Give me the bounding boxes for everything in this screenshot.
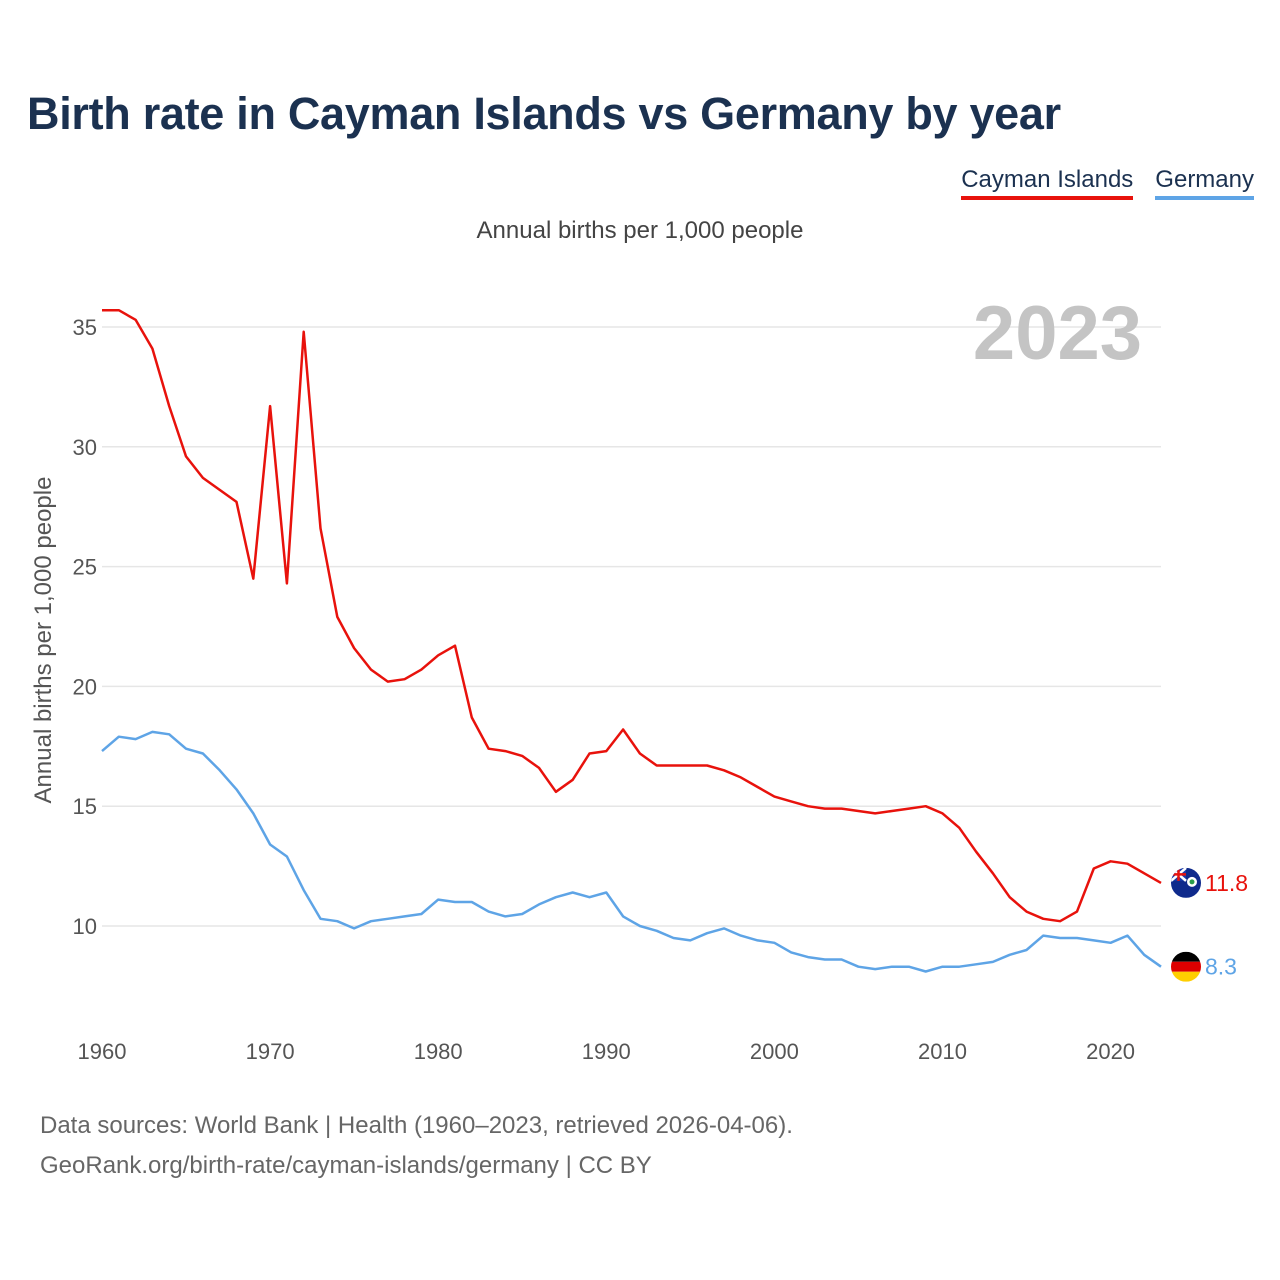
y-tick-label: 25: [73, 555, 97, 580]
end-value-label-germany: 8.3: [1205, 954, 1237, 980]
end-markers: 11.8 8.3: [1171, 867, 1248, 982]
x-tick-label: 1990: [582, 1039, 631, 1064]
y-tick-label: 15: [73, 794, 97, 819]
y-tick-label: 20: [73, 674, 97, 699]
legend: Cayman Islands Germany: [961, 166, 1254, 200]
legend-item-cayman-islands[interactable]: Cayman Islands: [961, 166, 1134, 200]
flag-icon-germany: [1171, 951, 1201, 982]
y-axis-label: Annual births per 1,000 people: [30, 477, 57, 804]
y-tick-label: 10: [73, 914, 97, 939]
x-tick-label: 1970: [246, 1039, 295, 1064]
x-axis-ticks: 1960 1970 1980 1990 2000 2010 2020: [78, 1039, 1136, 1064]
chart-subtitle: Annual births per 1,000 people: [476, 217, 804, 244]
series-line-cayman-islands: [102, 308, 1162, 923]
x-tick-label: 2000: [750, 1039, 799, 1064]
legend-item-germany[interactable]: Germany: [1155, 166, 1254, 200]
series-lines: [101, 308, 1162, 973]
x-tick-label: 1960: [78, 1039, 127, 1064]
gridlines: [102, 326, 1161, 927]
data-source-text: Data sources: World Bank | Health (1960–…: [40, 1112, 793, 1139]
y-tick-label: 35: [73, 315, 97, 340]
y-axis-ticks: 10 15 20 25 30 35: [73, 315, 97, 939]
current-year-display: 2023: [972, 291, 1142, 376]
x-tick-label: 1980: [414, 1039, 463, 1064]
source-link[interactable]: GeoRank.org/birth-rate/cayman-islands/ge…: [40, 1152, 652, 1179]
series-line-germany: [101, 730, 1162, 973]
chart-title: Birth rate in Cayman Islands vs Germany …: [27, 88, 1061, 139]
flag-icon-cayman-islands: [1171, 867, 1201, 898]
x-tick-label: 2020: [1086, 1039, 1135, 1064]
footer: Data sources: World Bank | Health (1960–…: [40, 1106, 793, 1186]
x-tick-label: 2010: [918, 1039, 967, 1064]
y-tick-label: 30: [73, 435, 97, 460]
end-value-label-cayman-islands: 11.8: [1205, 870, 1248, 896]
